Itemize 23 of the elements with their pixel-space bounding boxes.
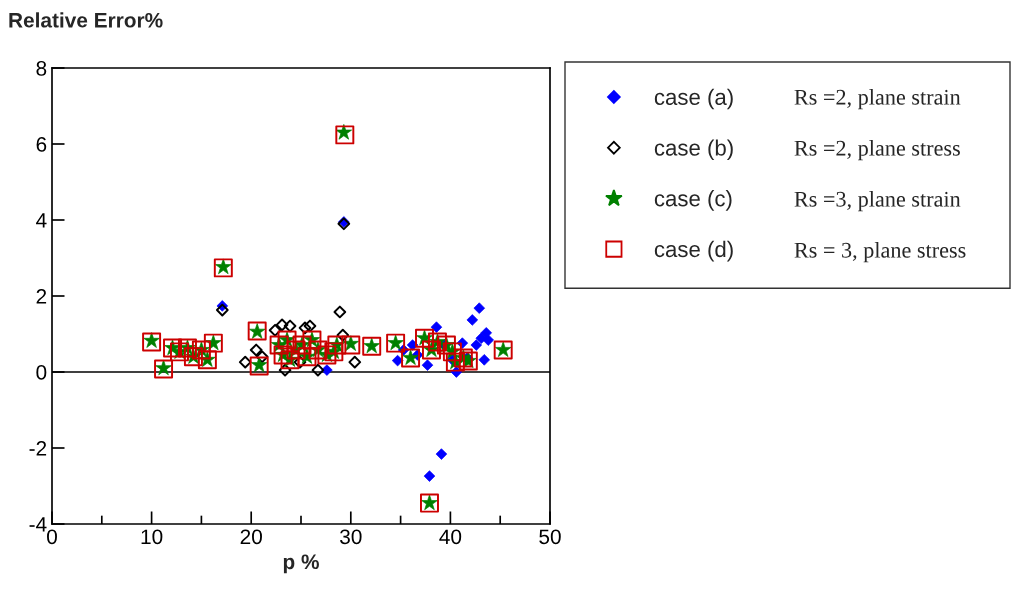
text: Rs = 3, plane stress <box>794 242 966 263</box>
x-tick-label: 30 <box>340 529 362 545</box>
text: Rs =3, plane strain <box>794 191 961 212</box>
y-tick-label: 0 <box>36 365 47 380</box>
y-tick-label: 4 <box>36 213 47 228</box>
y-axis-title: Relative Error% <box>9 12 163 28</box>
x-tick-label: 50 <box>539 529 561 545</box>
y-tick-label: -2 <box>29 441 47 456</box>
legend-label: case (b) <box>654 139 733 161</box>
legend-label: case (d) <box>654 240 733 262</box>
y-tick-label: 2 <box>36 289 47 304</box>
x-tick-label: 40 <box>439 529 462 545</box>
legend-label: case (c) <box>654 190 732 211</box>
y-tick-label: 6 <box>36 137 47 152</box>
x-tick-label: 0 <box>47 529 57 545</box>
y-tick-label: -4 <box>29 517 47 532</box>
y-tick-label: 8 <box>36 61 47 76</box>
legend-label: case (a) <box>654 88 733 110</box>
text: Rs =2, plane stress <box>794 140 960 161</box>
text: Rs =2, plane strain <box>794 89 961 110</box>
x-axis-title: p % <box>283 554 319 574</box>
x-tick-label: 10 <box>141 529 163 545</box>
x-tick-label: 20 <box>240 529 262 545</box>
